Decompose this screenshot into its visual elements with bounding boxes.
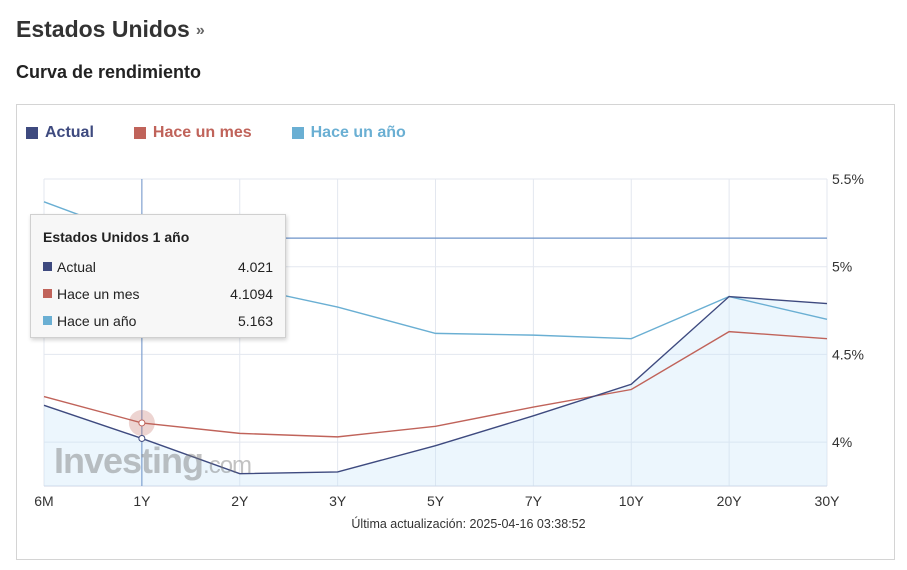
tooltip-title: Estados Unidos 1 año — [43, 229, 190, 245]
tooltip-label-actual: Actual — [57, 258, 96, 275]
investing-watermark-logo: Investing.com — [54, 440, 252, 482]
x-tick-label: 1Y — [133, 493, 151, 509]
chart-tooltip: Estados Unidos 1 año Actual 4.021 Hace u… — [30, 214, 286, 338]
tooltip-row-year: Hace un año 5.163 — [43, 307, 273, 334]
legend-label-month: Hace un mes — [152, 124, 252, 141]
x-tick-label: 5Y — [427, 493, 445, 509]
legend-swatch-year — [291, 127, 304, 139]
y-tick-label: 4.5% — [832, 346, 864, 362]
tooltip-swatch-year — [43, 316, 52, 325]
series-line-month — [43, 330, 828, 438]
legend-label-year: Hace un año — [310, 124, 406, 141]
tooltip-label-year: Hace un año — [57, 312, 137, 329]
last-updated-text: Última actualización: 2025-04-16 03:38:5… — [351, 517, 586, 531]
x-tick-label: 6M — [34, 493, 53, 509]
legend-label-actual: Actual — [45, 124, 94, 141]
tooltip-swatch-actual — [43, 262, 52, 271]
x-tick-label: 20Y — [717, 493, 743, 509]
y-tick-label: 5.5% — [832, 171, 864, 187]
x-tick-label: 2Y — [231, 493, 249, 509]
x-tick-label: 30Y — [815, 493, 841, 509]
chart-legend: Actual Hace un mes Hace un año — [26, 124, 406, 142]
legend-item-actual[interactable]: Actual — [26, 124, 94, 142]
tooltip-value-month: 4.1094 — [230, 285, 273, 302]
tooltip-row-actual: Actual 4.021 — [43, 253, 273, 280]
legend-swatch-month — [133, 127, 146, 139]
y-tick-label: 5% — [832, 259, 852, 275]
tooltip-row-month: Hace un mes 4.1094 — [43, 280, 273, 307]
double-chevron-right-icon[interactable]: » — [195, 22, 205, 39]
x-tick-label: 10Y — [619, 493, 645, 509]
section-subtitle: Curva de rendimiento — [16, 62, 202, 82]
page-title[interactable]: Estados Unidos » — [16, 16, 205, 43]
hover-marker-month — [138, 419, 146, 427]
x-tick-label: 3Y — [329, 493, 347, 509]
tooltip-value-actual: 4.021 — [237, 258, 273, 275]
tooltip-value-year: 5.163 — [237, 312, 273, 329]
hover-marker-actual — [138, 434, 146, 442]
watermark-suffix: .com — [203, 452, 252, 479]
series-line-actual — [43, 295, 828, 475]
legend-swatch-actual — [26, 127, 38, 139]
watermark-brand: Investing — [54, 440, 204, 481]
legend-item-month[interactable]: Hace un mes — [133, 124, 252, 142]
tooltip-label-month: Hace un mes — [57, 285, 140, 302]
legend-item-year[interactable]: Hace un año — [291, 124, 406, 142]
page-title-text[interactable]: Estados Unidos — [16, 16, 190, 42]
y-tick-label: 4% — [832, 434, 852, 450]
tooltip-swatch-month — [43, 289, 52, 298]
series-area-actual — [44, 296, 827, 486]
x-tick-label: 7Y — [525, 493, 543, 509]
